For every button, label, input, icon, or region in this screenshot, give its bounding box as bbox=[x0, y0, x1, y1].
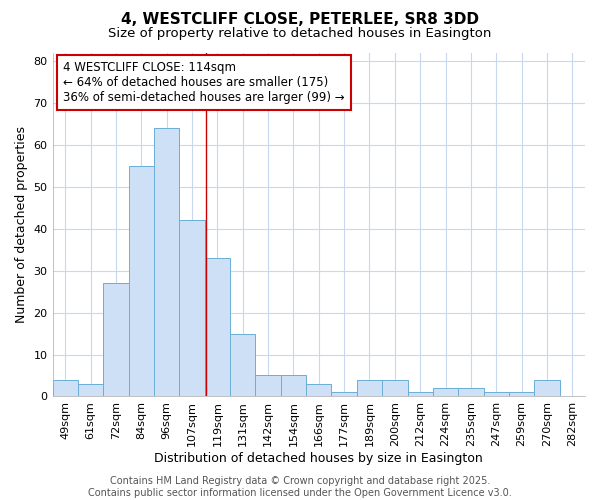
Bar bbox=[128, 166, 154, 396]
Bar bbox=[509, 392, 534, 396]
Y-axis label: Number of detached properties: Number of detached properties bbox=[15, 126, 28, 323]
Bar bbox=[407, 392, 433, 396]
Bar bbox=[281, 376, 306, 396]
Text: Size of property relative to detached houses in Easington: Size of property relative to detached ho… bbox=[109, 28, 491, 40]
X-axis label: Distribution of detached houses by size in Easington: Distribution of detached houses by size … bbox=[154, 452, 483, 465]
Bar bbox=[357, 380, 382, 396]
Bar bbox=[230, 334, 256, 396]
Text: 4, WESTCLIFF CLOSE, PETERLEE, SR8 3DD: 4, WESTCLIFF CLOSE, PETERLEE, SR8 3DD bbox=[121, 12, 479, 28]
Bar bbox=[154, 128, 179, 396]
Bar bbox=[382, 380, 407, 396]
Bar bbox=[205, 258, 230, 396]
Bar bbox=[53, 380, 78, 396]
Bar bbox=[103, 283, 128, 397]
Text: 4 WESTCLIFF CLOSE: 114sqm
← 64% of detached houses are smaller (175)
36% of semi: 4 WESTCLIFF CLOSE: 114sqm ← 64% of detac… bbox=[63, 61, 345, 104]
Bar bbox=[78, 384, 103, 396]
Bar bbox=[256, 376, 281, 396]
Bar bbox=[484, 392, 509, 396]
Bar bbox=[433, 388, 458, 396]
Bar bbox=[458, 388, 484, 396]
Bar bbox=[331, 392, 357, 396]
Bar bbox=[534, 380, 560, 396]
Bar bbox=[179, 220, 205, 396]
Text: Contains HM Land Registry data © Crown copyright and database right 2025.
Contai: Contains HM Land Registry data © Crown c… bbox=[88, 476, 512, 498]
Bar bbox=[306, 384, 331, 396]
